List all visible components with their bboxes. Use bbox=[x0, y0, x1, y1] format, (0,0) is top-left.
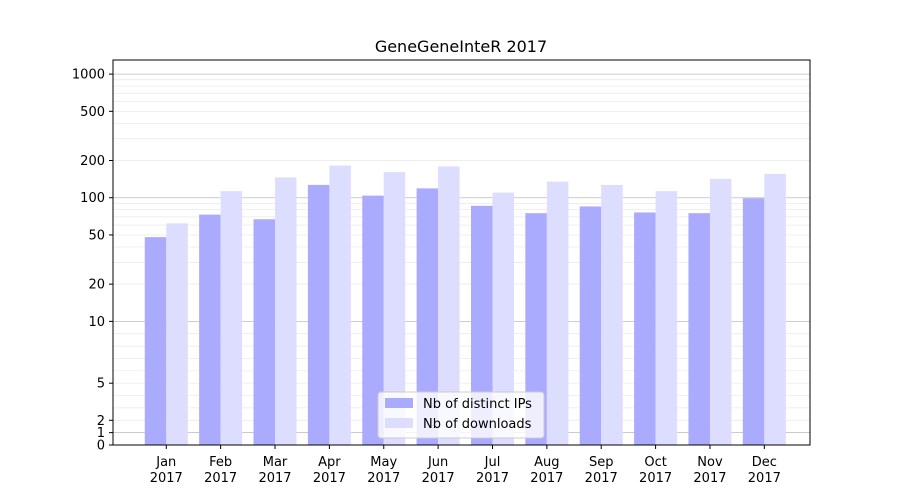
legend-label: Nb of distinct IPs bbox=[423, 397, 532, 412]
y-tick-label: 200 bbox=[80, 154, 105, 169]
bar-downloads-sep bbox=[601, 184, 623, 445]
x-tick-label-year: 2017 bbox=[693, 471, 726, 486]
x-tick-label-month: Nov bbox=[697, 455, 723, 470]
legend-label: Nb of downloads bbox=[423, 417, 532, 432]
bar-downloads-dec bbox=[764, 173, 786, 446]
x-tick-label-month: Apr bbox=[318, 455, 341, 470]
bar-downloads-jul bbox=[492, 192, 514, 445]
y-tick-label: 1000 bbox=[72, 68, 105, 83]
y-tick-label: 10 bbox=[88, 315, 105, 330]
bar-downloads-nov bbox=[709, 178, 732, 446]
bar-distinct-ips-sep bbox=[579, 206, 602, 445]
plot-frame bbox=[112, 59, 811, 446]
bar-distinct-ips-may bbox=[362, 195, 384, 445]
bar-downloads-aug bbox=[546, 181, 569, 446]
legend-swatch bbox=[385, 398, 413, 408]
x-tick-label-month: Dec bbox=[752, 455, 777, 470]
legend-swatch bbox=[385, 418, 413, 428]
bar-downloads-mar bbox=[275, 177, 297, 445]
bar-distinct-ips-nov bbox=[688, 213, 710, 445]
bar-distinct-ips-dec bbox=[742, 198, 765, 445]
x-tick-label-year: 2017 bbox=[258, 471, 291, 486]
x-tick-label-year: 2017 bbox=[204, 471, 237, 486]
x-tick-label-month: Jun bbox=[427, 455, 448, 470]
x-tick-label-month: Jul bbox=[484, 455, 501, 470]
x-tick-label-year: 2017 bbox=[530, 471, 563, 486]
bar-distinct-ips-mar bbox=[253, 219, 276, 445]
x-tick-label-year: 2017 bbox=[585, 471, 618, 486]
x-tick-label-year: 2017 bbox=[639, 471, 672, 486]
y-tick-label: 50 bbox=[88, 228, 105, 243]
x-tick-label-year: 2017 bbox=[313, 471, 346, 486]
y-tick-label: 500 bbox=[80, 105, 105, 120]
chart-title: GeneGeneInteR 2017 bbox=[375, 37, 547, 56]
x-tick-label-month: Sep bbox=[589, 455, 614, 470]
bar-downloads-oct bbox=[655, 191, 678, 445]
bar-distinct-ips-aug bbox=[525, 213, 547, 445]
y-tick-label: 1 bbox=[97, 426, 105, 441]
bar-downloads-may bbox=[383, 172, 406, 445]
x-tick-label-month: Oct bbox=[644, 455, 666, 470]
x-tick-label-month: Feb bbox=[209, 455, 232, 470]
bar-distinct-ips-jun bbox=[416, 188, 439, 445]
y-tick-label: 0 bbox=[97, 439, 105, 454]
bar-distinct-ips-feb bbox=[199, 214, 221, 445]
x-tick-label-year: 2017 bbox=[748, 471, 781, 486]
x-tick-label-year: 2017 bbox=[150, 471, 183, 486]
y-tick-label: 100 bbox=[80, 191, 105, 206]
bar-downloads-jun bbox=[438, 166, 460, 445]
y-tick-label: 2 bbox=[97, 414, 105, 429]
bar-distinct-ips-apr bbox=[307, 184, 330, 445]
bars bbox=[144, 165, 786, 446]
x-tick-label-month: Jan bbox=[155, 455, 176, 470]
x-tick-label-year: 2017 bbox=[422, 471, 455, 486]
bar-downloads-feb bbox=[220, 191, 243, 445]
x-tick-label-month: Aug bbox=[534, 455, 559, 470]
x-tick-label-year: 2017 bbox=[476, 471, 509, 486]
x-tick-label-month: Mar bbox=[263, 455, 288, 470]
bar-distinct-ips-jan bbox=[144, 237, 167, 445]
y-tick-label: 5 bbox=[97, 377, 105, 392]
bar-distinct-ips-oct bbox=[634, 212, 656, 445]
x-tick-label-year: 2017 bbox=[367, 471, 400, 486]
bar-downloads-apr bbox=[329, 165, 351, 445]
y-tick-label: 20 bbox=[88, 278, 105, 293]
x-tick-label-month: May bbox=[370, 455, 397, 470]
legend-box bbox=[377, 391, 545, 439]
legend: Nb of distinct IPs Nb of downloads bbox=[377, 391, 545, 439]
bar-downloads-jan bbox=[166, 223, 188, 445]
axes: 01251020501002005001000Jan2017Feb2017Mar… bbox=[72, 59, 811, 486]
bar-distinct-ips-jul bbox=[470, 205, 493, 445]
